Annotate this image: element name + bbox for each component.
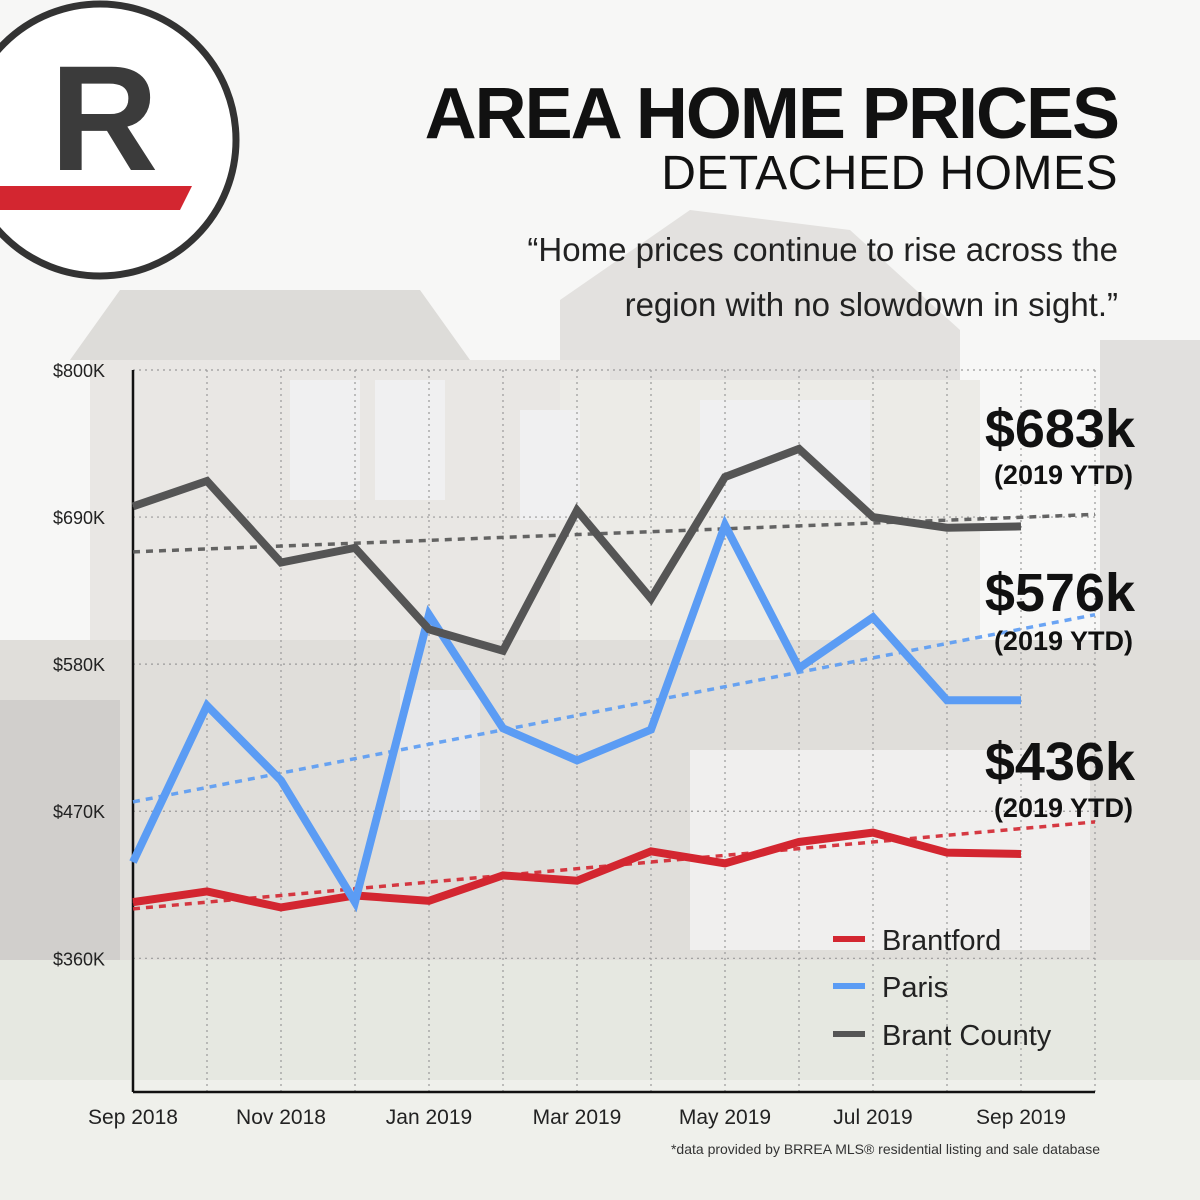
data-point-brantford <box>946 852 948 854</box>
x-tick-label: Nov 2018 <box>236 1106 326 1129</box>
data-point-paris <box>280 779 282 781</box>
x-tick-label: Sep 2018 <box>88 1106 178 1129</box>
x-tick-label: Sep 2019 <box>976 1106 1066 1129</box>
data-point-paris <box>650 729 652 731</box>
pull-quote-line-2: region with no slowdown in sight.” <box>624 286 1118 323</box>
data-point-paris <box>428 614 430 616</box>
data-point-brant-county <box>576 509 578 511</box>
data-point-brantford <box>206 890 208 892</box>
data-point-brant-county <box>724 476 726 478</box>
data-point-brant-county <box>1020 525 1022 527</box>
legend: Brantford Paris Brant County <box>833 925 1052 1052</box>
data-point-paris <box>724 524 726 526</box>
data-point-paris <box>354 901 356 903</box>
data-point-brant-county <box>872 516 874 518</box>
callout-brantford: $436k (2019 YTD) <box>985 732 1136 823</box>
legend-item-paris: Paris <box>833 972 948 1004</box>
page-subtitle: DETACHED HOMES <box>661 147 1118 200</box>
data-point-paris <box>206 705 208 707</box>
data-point-brant-county <box>502 650 504 652</box>
data-point-brantford <box>650 850 652 852</box>
data-point-brant-county <box>946 527 948 529</box>
callout-paris: $576k (2019 YTD) <box>985 563 1136 656</box>
logo-red-stripe <box>0 186 192 210</box>
data-point-brant-county <box>354 547 356 549</box>
logo-letter: R <box>50 34 158 202</box>
data-point-paris <box>576 759 578 761</box>
legend-label-brantford: Brantford <box>882 925 1001 957</box>
x-tick-label: May 2019 <box>679 1106 771 1129</box>
callout-paris-value: $576k <box>985 563 1136 623</box>
y-axis-ticks: $800K $690K $580K $470K $360K <box>53 361 105 969</box>
data-source-footnote: *data provided by BRREA MLS® residential… <box>670 1141 1100 1157</box>
data-point-brant-county <box>428 628 430 630</box>
chart-grid <box>133 369 1096 1092</box>
chart-axes <box>131 370 1095 1094</box>
legend-label-paris: Paris <box>882 972 948 1004</box>
data-point-brantford <box>428 900 430 902</box>
x-tick-label: Jan 2019 <box>386 1106 472 1129</box>
x-tick-label: Mar 2019 <box>533 1106 622 1129</box>
data-point-paris <box>946 699 948 701</box>
trend-line-brant-county <box>132 512 1096 554</box>
pull-quote: “Home prices continue to rise across the… <box>398 222 1118 332</box>
data-point-brant-county <box>280 562 282 564</box>
callout-brantford-value: $436k <box>985 732 1136 792</box>
legend-item-brantford: Brantford <box>833 925 1001 957</box>
data-point-brantford <box>872 832 874 834</box>
data-point-brantford <box>576 880 578 882</box>
data-point-paris <box>1020 699 1022 701</box>
page-title: AREA HOME PRICES <box>424 74 1120 154</box>
series-lines <box>129 444 1022 913</box>
data-point-paris <box>132 861 134 863</box>
data-point-brant-county <box>798 448 800 450</box>
data-point-brantford <box>502 874 504 876</box>
x-axis-ticks: Sep 2018 Nov 2018 Jan 2019 Mar 2019 May 2019… <box>88 1106 1066 1129</box>
data-point-brant-county <box>132 505 134 507</box>
data-point-paris <box>798 667 800 669</box>
callout-brantford-note: (2019 YTD) <box>994 793 1133 823</box>
brand-logo: R <box>0 0 240 280</box>
data-point-paris <box>872 616 874 618</box>
data-point-brantford <box>280 906 282 908</box>
y-tick-label: $470K <box>53 802 105 822</box>
data-point-brantford <box>1020 853 1022 855</box>
y-tick-label: $800K <box>53 361 105 381</box>
y-tick-label: $690K <box>53 508 105 528</box>
data-point-brantford <box>132 901 134 903</box>
data-point-brant-county <box>206 480 208 482</box>
data-point-paris <box>502 727 504 729</box>
x-tick-label: Jul 2019 <box>833 1106 912 1129</box>
data-point-brant-county <box>650 598 652 600</box>
data-point-brantford <box>724 862 726 864</box>
legend-item-brant-county: Brant County <box>833 1020 1052 1052</box>
y-tick-label: $360K <box>53 949 105 969</box>
pull-quote-line-1: “Home prices continue to rise across the <box>527 231 1118 268</box>
callout-brant-county-note: (2019 YTD) <box>994 460 1133 490</box>
legend-label-brant-county: Brant County <box>882 1020 1052 1052</box>
y-tick-label: $580K <box>53 655 105 675</box>
callout-brant-county: $683k (2019 YTD) <box>985 399 1136 490</box>
callout-paris-note: (2019 YTD) <box>994 626 1133 656</box>
data-point-brantford <box>798 841 800 843</box>
callout-brant-county-value: $683k <box>985 399 1136 459</box>
